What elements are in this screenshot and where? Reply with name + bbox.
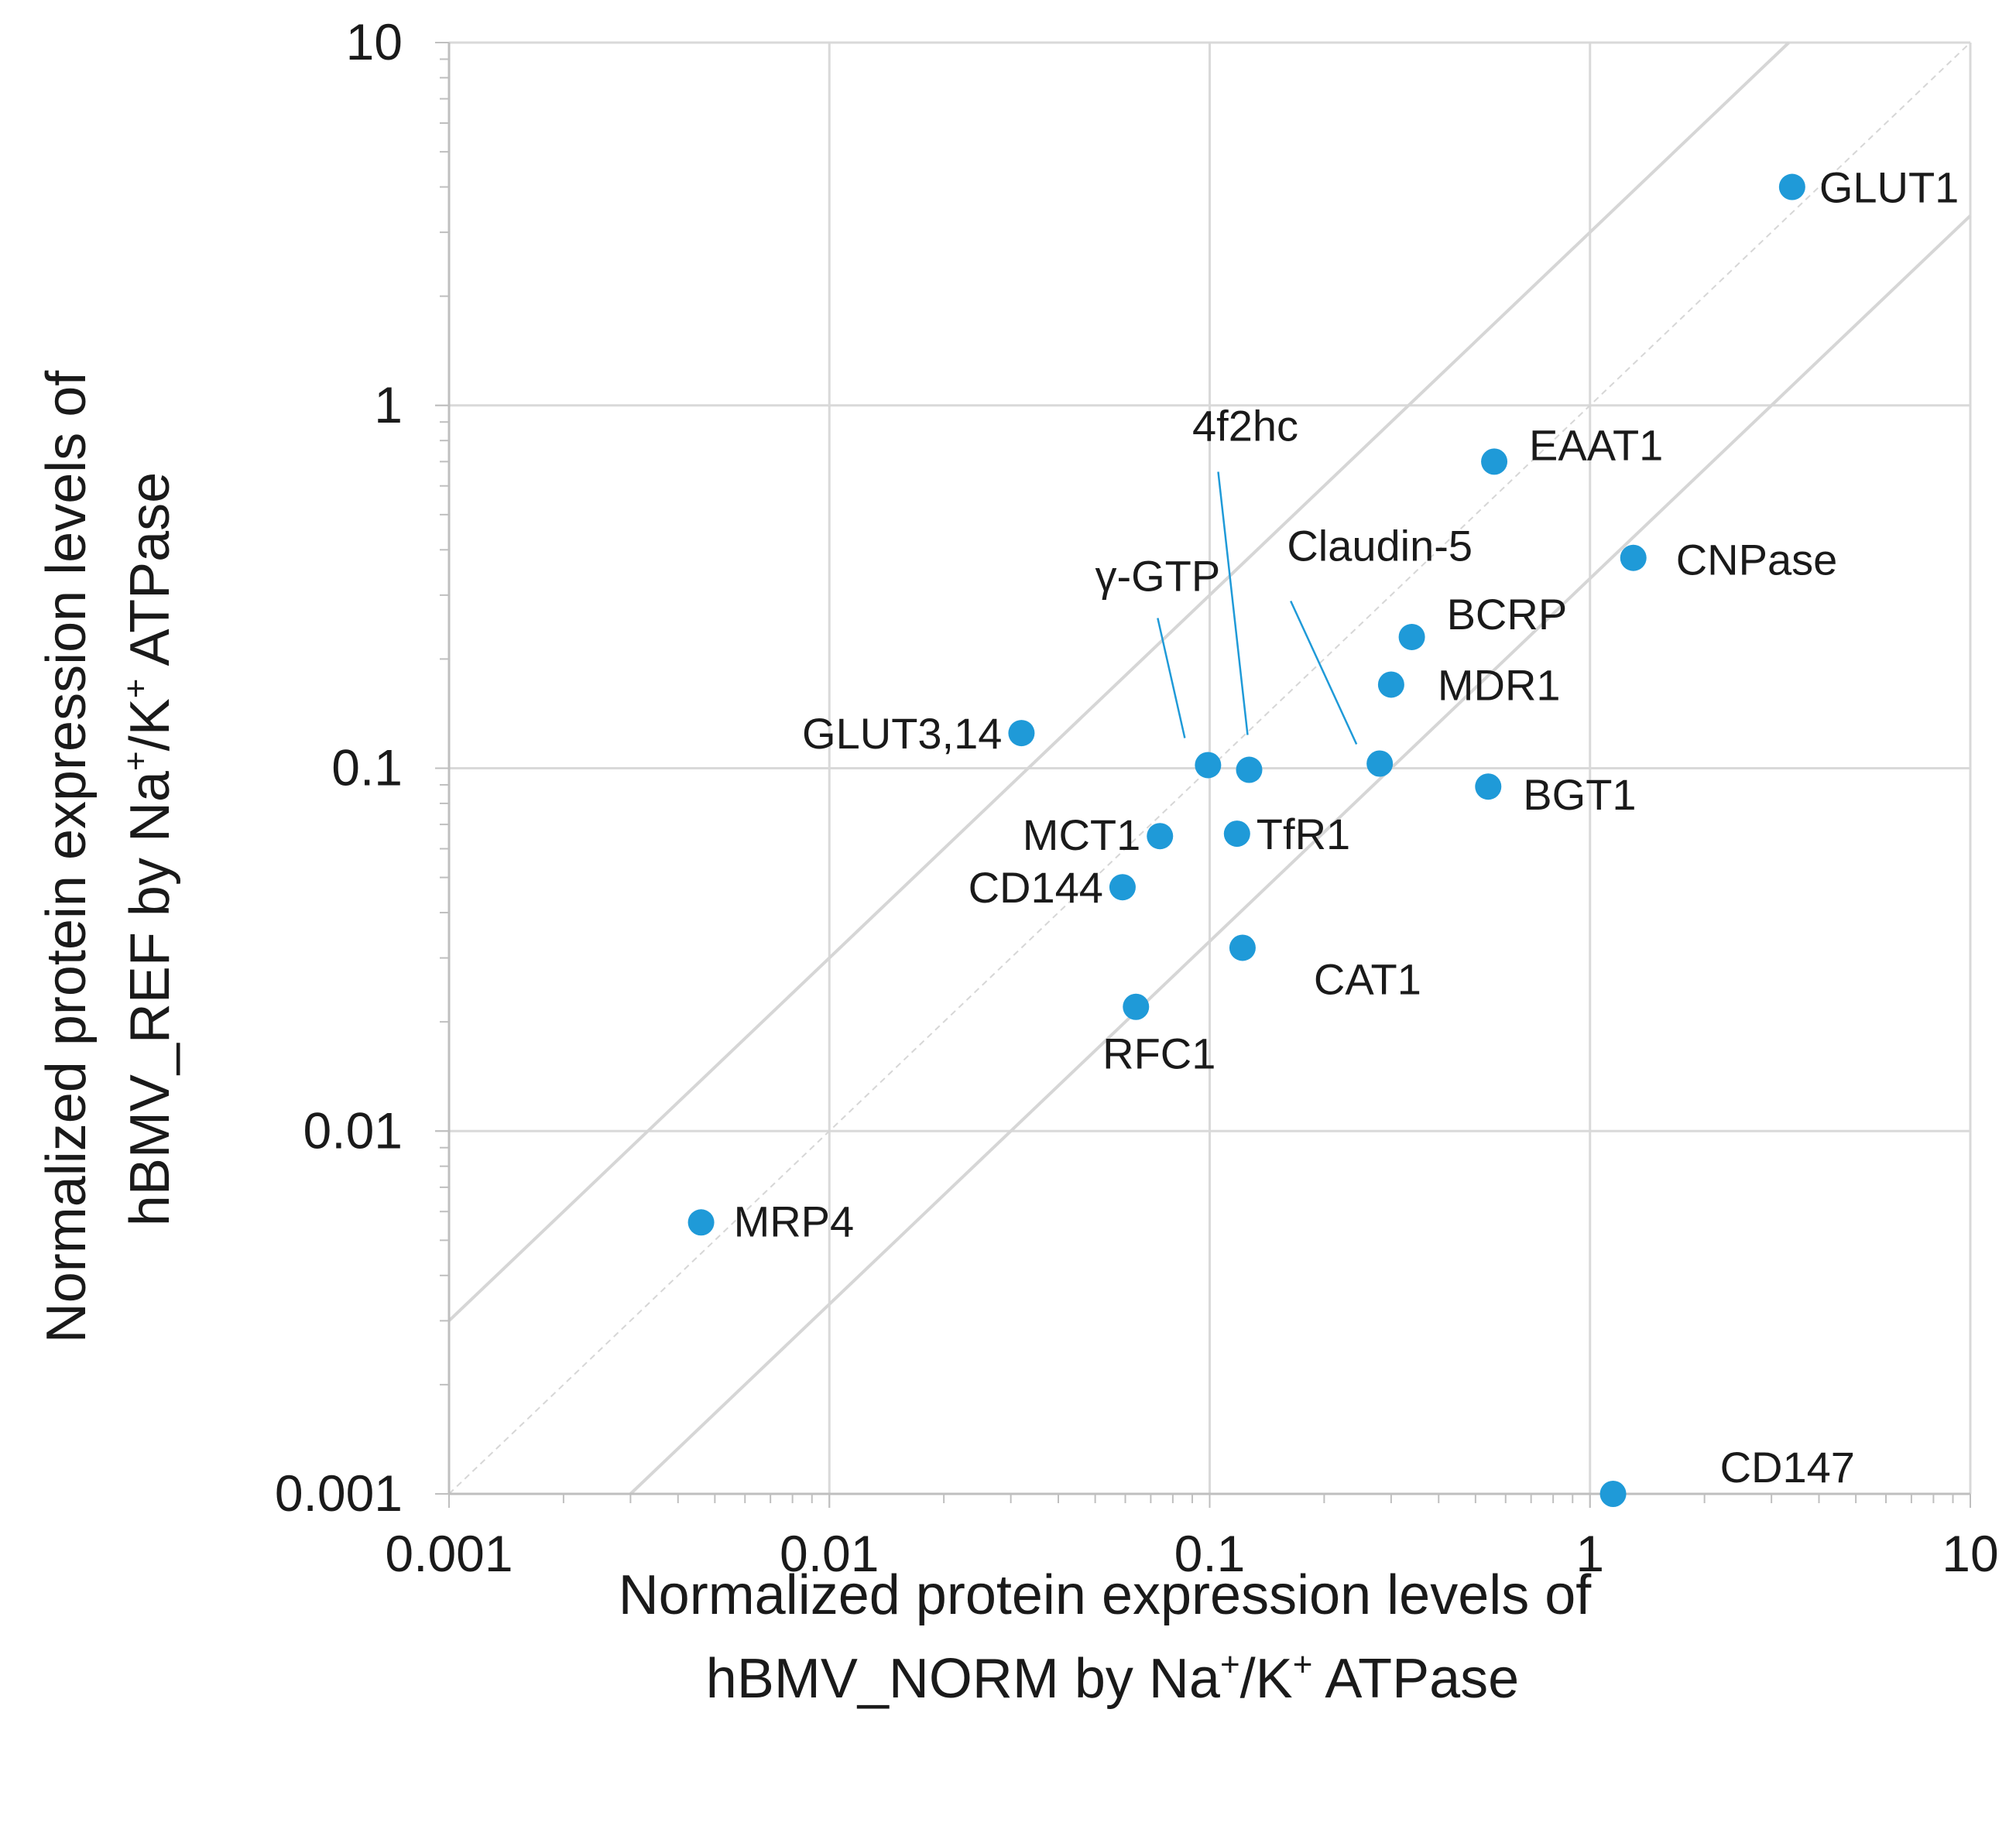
data-point xyxy=(1599,1481,1627,1507)
point-label: RFC1 xyxy=(1102,1029,1215,1078)
x-axis-title: Normalized protein expression levels of … xyxy=(619,1564,1607,1710)
data-point xyxy=(1223,820,1250,848)
point-label: BCRP xyxy=(1447,590,1568,639)
point-label: CD147 xyxy=(1720,1443,1855,1492)
point-label: EAAT1 xyxy=(1529,420,1663,469)
data-point xyxy=(1229,934,1256,961)
point-label: CNPase xyxy=(1676,536,1838,584)
point-label: MRP4 xyxy=(734,1197,855,1245)
point-label: GLUT3,14 xyxy=(802,709,1002,758)
data-point xyxy=(1398,623,1425,650)
data-point xyxy=(1195,752,1222,779)
data-point xyxy=(1481,448,1508,475)
x-tick-label: 0.01 xyxy=(780,1525,879,1582)
leader-line xyxy=(1290,600,1358,745)
point-label: BGT1 xyxy=(1523,770,1636,819)
axes xyxy=(435,42,1971,1508)
data-point xyxy=(1377,671,1404,698)
y-tick-label: 0.01 xyxy=(303,1101,403,1159)
tick-labels: 0.001 0.01 0.1 1 10 0.001 0.01 0.1 1 10 xyxy=(275,13,1999,1582)
point-label: MDR1 xyxy=(1438,660,1561,709)
data-points xyxy=(687,173,1805,1507)
reference-line-lower-3x xyxy=(629,214,1972,1495)
data-point xyxy=(1123,993,1150,1020)
point-label: CAT1 xyxy=(1314,954,1421,1003)
data-point xyxy=(1008,720,1035,747)
y-tick-label: 1 xyxy=(374,376,403,433)
data-point xyxy=(1147,823,1174,850)
point-label: 4f2hc xyxy=(1192,402,1298,450)
y-tick-label: 10 xyxy=(346,13,403,70)
point-label: GLUT1 xyxy=(1819,163,1959,212)
point-label: TfR1 xyxy=(1257,810,1350,858)
data-point xyxy=(1109,874,1136,901)
point-label: γ-GTP xyxy=(1095,551,1220,600)
leader-line xyxy=(1157,618,1186,738)
point-labels: GLUT1 EAAT1 CNPase BCRP MDR1 Claudin-5 BGT1 4f2… xyxy=(734,163,1959,1492)
point-label: Claudin-5 xyxy=(1287,521,1473,570)
y-tick-label: 0.001 xyxy=(275,1464,403,1522)
leader-lines xyxy=(1157,471,1358,745)
data-point xyxy=(1366,750,1394,777)
data-point xyxy=(1778,173,1805,200)
x-tick-label: 1 xyxy=(1575,1525,1604,1582)
x-tick-label: 10 xyxy=(1942,1525,1998,1582)
data-point xyxy=(1475,773,1502,800)
data-point xyxy=(1620,544,1647,571)
x-tick-label: 0.001 xyxy=(385,1525,513,1582)
leader-line xyxy=(1217,471,1249,735)
point-label: MCT1 xyxy=(1023,810,1140,859)
point-label: CD144 xyxy=(969,863,1103,912)
data-point xyxy=(1236,756,1263,783)
y-axis-title: Normalized protein expression levels of … xyxy=(36,355,181,1344)
y-tick-label: 0.1 xyxy=(331,739,403,796)
data-point xyxy=(687,1209,715,1236)
reference-line-upper-3x xyxy=(447,41,1790,1322)
x-tick-label: 0.1 xyxy=(1174,1525,1246,1582)
